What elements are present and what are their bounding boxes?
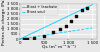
- Point: [65, 25, 67, 26]
- Y-axis label: Pertes de charge (Pa): Pertes de charge (Pa): [2, 0, 6, 45]
- Point: [75, 15, 76, 16]
- Point: [26, 38, 28, 39]
- X-axis label: Qs (m³ m⁻² h⁻¹): Qs (m³ m⁻² h⁻¹): [42, 46, 76, 50]
- Point: [52, 32, 54, 33]
- Point: [70, 20, 72, 21]
- Point: [23, 38, 25, 39]
- Legend: Biost + leachate, Biost seul: Biost + leachate, Biost seul: [21, 4, 58, 15]
- Point: [59, 29, 60, 30]
- Point: [81, 9, 83, 10]
- Point: [86, 7, 87, 8]
